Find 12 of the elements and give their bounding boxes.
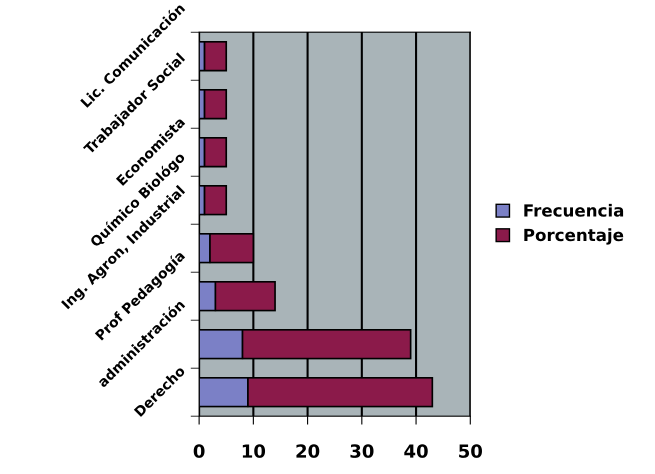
x-tick-label: 40 [404, 444, 428, 458]
legend-label: Porcentaje [524, 228, 624, 245]
legend-label: Frecuencia [524, 204, 624, 217]
x-tick-label: 50 [459, 444, 482, 458]
bar [204, 184, 228, 216]
bar [204, 136, 228, 168]
x-tick-label: 0 [194, 444, 205, 458]
x-tick-label: 20 [296, 444, 320, 458]
x-tick-label: 10 [242, 444, 266, 458]
x-tick-label: 30 [350, 444, 374, 458]
bar [204, 88, 228, 120]
bar [204, 40, 228, 72]
